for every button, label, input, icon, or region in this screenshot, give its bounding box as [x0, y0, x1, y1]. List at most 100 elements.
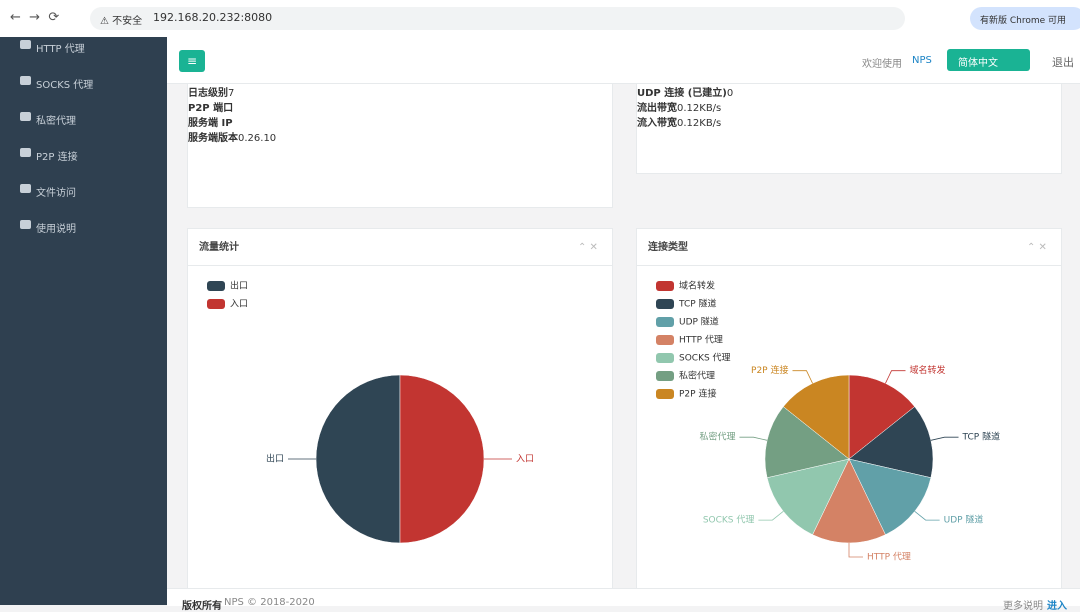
- chart-title: 流量统计: [199, 240, 239, 253]
- nav-item[interactable]: 私密代理: [36, 116, 76, 127]
- slice-label: 入口: [516, 454, 534, 465]
- pie-slice: [766, 458, 850, 536]
- legend-swatch: [656, 335, 674, 345]
- logout[interactable]: 退出: [1052, 56, 1074, 69]
- sidebar: HTTP 代理 SOCKS 代理 私密代理 P2P 连接 文件访问使用说明: [0, 37, 167, 605]
- legend-label: HTTP 代理: [679, 335, 723, 346]
- info-label: 流出带宽: [637, 103, 677, 114]
- info-row: UDP 连接 (已建立)0: [637, 84, 1061, 99]
- leader-line: [758, 511, 784, 521]
- legend-swatch: [207, 281, 225, 291]
- right-panel: UDP 连接 (已建立)0 流出带宽0.12KB/s 流入带宽0.12KB/s: [636, 83, 1062, 174]
- legend-label: P2P 连接: [679, 388, 716, 400]
- update-btn[interactable]: [970, 7, 1080, 30]
- update-text: 有新版 Chrome 可用: [980, 16, 1067, 26]
- chart-panel: 连接类型 ⌃ ✕ 域名转发 TCP 隧道 UDP 隧道 HTTP 代理 SOCKS 代理 私密…: [636, 228, 1062, 600]
- welcome: 欢迎使用: [862, 59, 902, 70]
- info-row: 服务端版本0.26.10: [188, 129, 612, 144]
- slice-label: P2P 连接: [751, 364, 788, 376]
- info-value: 7: [228, 88, 235, 99]
- leader-line: [848, 543, 863, 558]
- leader-line: [930, 436, 959, 441]
- chart-title: 连接类型: [648, 240, 688, 253]
- legend-label: 域名转发: [679, 280, 715, 292]
- legend-label: UDP 隧道: [679, 316, 719, 328]
- legend-swatch: [656, 317, 674, 327]
- panel-tools: ⌃ ✕: [1027, 242, 1047, 253]
- info-row: 流出带宽0.12KB/s: [637, 99, 1061, 114]
- nav-icon: [20, 76, 31, 85]
- legend-label: TCP 隧道: [678, 298, 717, 310]
- topbar: ≡ 欢迎使用 NPS 简体中文 退出: [167, 37, 1080, 84]
- panel-header: [188, 229, 612, 266]
- legend-swatch: [656, 353, 674, 363]
- nav-item[interactable]: 使用说明: [36, 224, 76, 235]
- legend-swatch: [656, 371, 674, 381]
- footer: 版权所有 NPS © 2018-2020 更多说明 进入: [167, 588, 1080, 612]
- legend-label: 私密代理: [679, 370, 715, 382]
- leader-line: [792, 370, 813, 384]
- info-label: 日志级别: [188, 88, 228, 99]
- leader-line: [739, 436, 768, 441]
- slice-label: TCP 隧道: [962, 431, 1001, 443]
- panel-header: [637, 229, 1061, 266]
- nav-icons[interactable]: ← → ⟳: [10, 10, 60, 25]
- left-panel: 日志级别7 P2P 端口 服务端 IP 服务端版本0.26.10: [187, 83, 613, 208]
- chart-panel: 流量统计 ⌃ ✕ 出口 入口 出口 入口: [187, 228, 613, 600]
- language-btn[interactable]: [947, 49, 1030, 71]
- nav-icon: [20, 220, 31, 229]
- legend-swatch: [207, 299, 225, 309]
- browser-bar: ← → ⟳ ⚠ 不安全 192.168.20.232:8080 有新版 Chro…: [0, 0, 1080, 38]
- legend-swatch: [656, 281, 674, 291]
- legend-swatch: [656, 299, 674, 309]
- legend-swatch: [656, 389, 674, 399]
- info-label: 服务端 IP: [188, 118, 233, 129]
- url-bar[interactable]: [90, 7, 905, 30]
- slice-label: SOCKS 代理: [703, 515, 755, 526]
- language: 简体中文: [958, 58, 998, 69]
- info-label: 服务端版本: [188, 133, 238, 144]
- panel-tools: ⌃ ✕: [578, 242, 598, 253]
- security-text: 不安全: [112, 16, 143, 27]
- info-label: 流入带宽: [637, 118, 677, 129]
- pie-slice: [848, 458, 932, 536]
- security: ⚠ 不安全: [100, 16, 143, 27]
- pie-slice: [315, 374, 401, 544]
- slice-label: HTTP 代理: [867, 552, 911, 563]
- nav-icon: [20, 148, 31, 157]
- nav-icon: [20, 40, 31, 49]
- nav-item[interactable]: SOCKS 代理: [36, 80, 94, 91]
- slice-label: 出口: [266, 453, 284, 465]
- info-value: 0.12KB/s: [677, 118, 722, 129]
- leader-line: [885, 370, 906, 384]
- pie-slice: [812, 458, 886, 544]
- info-label: P2P 端口: [188, 103, 234, 114]
- info-row: P2P 端口: [188, 99, 612, 114]
- url: 192.168.20.232:8080: [153, 11, 273, 24]
- legend-label: SOCKS 代理: [679, 353, 731, 364]
- nav-item[interactable]: HTTP 代理: [36, 44, 85, 55]
- legend-label: 入口: [230, 299, 248, 310]
- pie-slice: [399, 374, 485, 544]
- info-label: UDP 连接 (已建立): [637, 88, 727, 99]
- legend-label: 出口: [230, 280, 248, 292]
- info-value: 0.26.10: [238, 133, 277, 144]
- nav-icon: [20, 112, 31, 121]
- info-value: 0.12KB/s: [677, 103, 722, 114]
- brand: NPS: [912, 55, 932, 66]
- info-row: 服务端 IP: [188, 114, 612, 129]
- footer-text: NPS © 2018-2020: [224, 597, 315, 608]
- info-value: 0: [726, 88, 734, 99]
- slice-label: UDP 隧道: [944, 514, 984, 526]
- nav-item[interactable]: P2P 连接: [36, 152, 78, 163]
- nav-icon: [20, 184, 31, 193]
- info-row: 流入带宽0.12KB/s: [637, 114, 1061, 129]
- slice-label: 域名转发: [910, 364, 946, 376]
- slice-label: 私密代理: [699, 431, 735, 443]
- info-row: 日志级别7: [188, 84, 612, 99]
- menu-toggle[interactable]: ≡: [179, 50, 205, 72]
- nav-item[interactable]: 文件访问: [36, 188, 76, 199]
